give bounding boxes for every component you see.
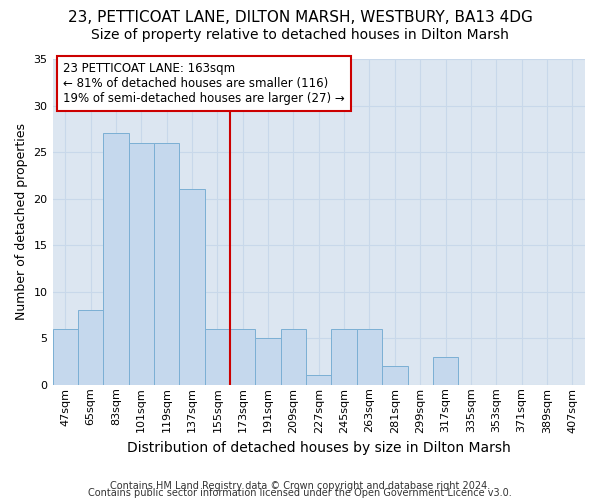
Text: Contains HM Land Registry data © Crown copyright and database right 2024.: Contains HM Land Registry data © Crown c… <box>110 481 490 491</box>
Text: 23 PETTICOAT LANE: 163sqm
← 81% of detached houses are smaller (116)
19% of semi: 23 PETTICOAT LANE: 163sqm ← 81% of detac… <box>63 62 345 106</box>
Y-axis label: Number of detached properties: Number of detached properties <box>15 124 28 320</box>
Bar <box>205 329 230 385</box>
Bar <box>382 366 407 385</box>
Text: Contains public sector information licensed under the Open Government Licence v3: Contains public sector information licen… <box>88 488 512 498</box>
Bar <box>103 134 128 385</box>
Bar <box>154 143 179 385</box>
Bar <box>230 329 256 385</box>
Bar <box>306 376 331 385</box>
Text: 23, PETTICOAT LANE, DILTON MARSH, WESTBURY, BA13 4DG: 23, PETTICOAT LANE, DILTON MARSH, WESTBU… <box>68 10 532 25</box>
Bar <box>179 190 205 385</box>
Bar <box>78 310 103 385</box>
Bar <box>128 143 154 385</box>
Bar <box>281 329 306 385</box>
Text: Size of property relative to detached houses in Dilton Marsh: Size of property relative to detached ho… <box>91 28 509 42</box>
X-axis label: Distribution of detached houses by size in Dilton Marsh: Distribution of detached houses by size … <box>127 441 511 455</box>
Bar <box>433 357 458 385</box>
Bar <box>331 329 357 385</box>
Bar <box>256 338 281 385</box>
Bar <box>357 329 382 385</box>
Bar <box>53 329 78 385</box>
